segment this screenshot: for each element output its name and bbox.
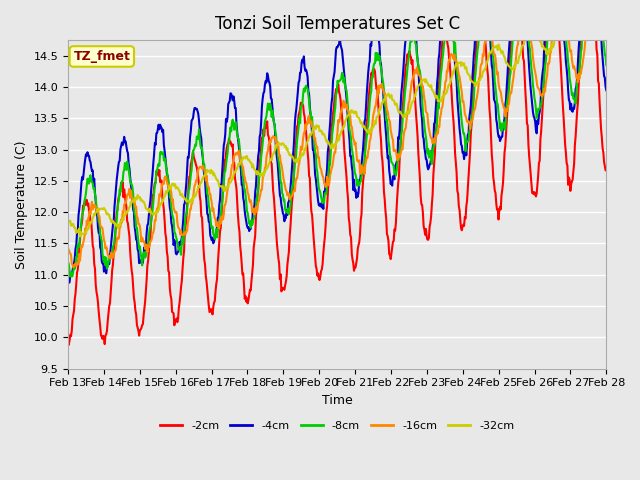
-8cm — [130, 203, 138, 209]
-4cm — [130, 209, 138, 215]
-32cm — [130, 199, 138, 204]
-2cm — [64, 341, 72, 347]
Line: -4cm: -4cm — [68, 0, 606, 283]
-8cm — [67, 274, 74, 279]
-4cm — [185, 155, 193, 161]
Title: Tonzi Soil Temperatures Set C: Tonzi Soil Temperatures Set C — [214, 15, 460, 33]
-8cm — [213, 235, 221, 240]
-16cm — [403, 112, 411, 118]
-2cm — [213, 276, 221, 282]
-8cm — [403, 68, 411, 74]
Line: -2cm: -2cm — [68, 0, 606, 345]
Legend: -2cm, -4cm, -8cm, -16cm, -32cm: -2cm, -4cm, -8cm, -16cm, -32cm — [156, 417, 519, 436]
-16cm — [419, 84, 427, 89]
Text: TZ_fmet: TZ_fmet — [74, 50, 131, 63]
-16cm — [213, 219, 221, 225]
Y-axis label: Soil Temperature (C): Soil Temperature (C) — [15, 140, 28, 268]
-32cm — [76, 233, 84, 239]
-4cm — [65, 280, 72, 286]
-32cm — [403, 110, 411, 116]
-16cm — [75, 261, 83, 266]
Line: -16cm: -16cm — [68, 0, 606, 267]
-2cm — [185, 183, 193, 189]
-2cm — [602, 167, 610, 173]
-32cm — [419, 78, 427, 84]
-16cm — [185, 216, 193, 222]
-8cm — [419, 110, 427, 116]
-8cm — [602, 62, 610, 68]
-4cm — [602, 87, 610, 93]
-2cm — [419, 210, 427, 216]
-4cm — [64, 272, 72, 277]
-32cm — [213, 178, 221, 183]
-4cm — [419, 133, 427, 139]
-2cm — [403, 52, 411, 58]
-2cm — [130, 295, 138, 300]
-16cm — [69, 264, 77, 270]
-4cm — [213, 224, 221, 229]
-8cm — [64, 259, 72, 265]
X-axis label: Time: Time — [322, 394, 353, 407]
-8cm — [75, 242, 83, 248]
-8cm — [185, 187, 193, 193]
-2cm — [65, 342, 72, 348]
-16cm — [602, 30, 610, 36]
Line: -32cm: -32cm — [68, 0, 606, 236]
-16cm — [130, 199, 138, 205]
-32cm — [64, 218, 72, 224]
-4cm — [75, 213, 83, 218]
-32cm — [74, 229, 82, 235]
Line: -8cm: -8cm — [68, 0, 606, 276]
-16cm — [64, 247, 72, 252]
-32cm — [185, 198, 193, 204]
-2cm — [75, 257, 83, 263]
-4cm — [403, 21, 411, 27]
